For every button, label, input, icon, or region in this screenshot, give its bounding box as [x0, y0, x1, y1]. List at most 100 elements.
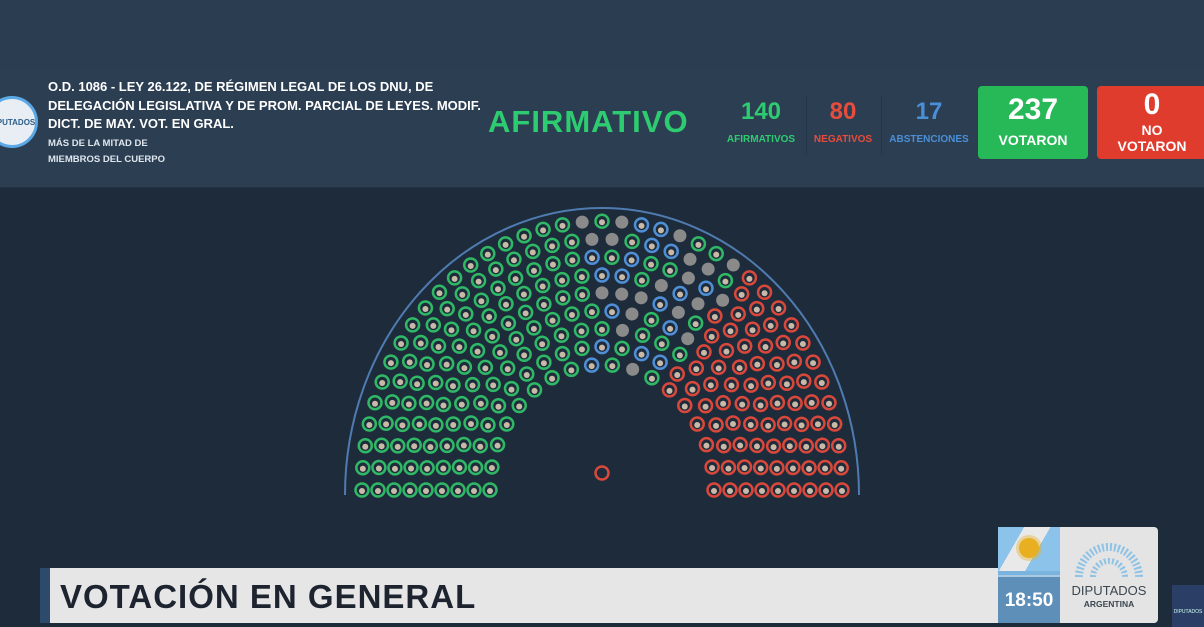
deputy-avatar-icon: [668, 249, 675, 256]
deputy-avatar-icon: [775, 488, 781, 494]
deputy-avatar-icon: [508, 386, 515, 393]
deputy-avatar-icon: [741, 465, 748, 472]
deputy-avatar-icon: [504, 366, 511, 373]
divider: [806, 95, 807, 155]
deputy-avatar-icon: [530, 267, 537, 274]
stat-value: 140: [740, 98, 782, 125]
deputy-avatar-icon: [743, 488, 749, 494]
deputy-avatar-icon: [739, 401, 746, 408]
deputy-avatar-icon: [439, 488, 445, 494]
deputy-avatar-icon: [440, 465, 447, 472]
deputy-avatar-icon: [735, 311, 742, 318]
deputy-avatar-icon: [775, 305, 782, 312]
deputy-avatar-icon: [579, 292, 586, 299]
deputy-avatar-icon: [416, 421, 423, 428]
deputy-avatar-icon: [738, 291, 745, 298]
deputy-avatar-icon: [549, 243, 556, 250]
deputy-avatar-icon: [676, 352, 683, 359]
deputy-avatar-icon: [539, 341, 546, 348]
seat-ausente: [681, 332, 695, 346]
seat-ausente: [701, 262, 715, 276]
deputy-avatar-icon: [720, 400, 727, 407]
deputy-avatar-icon: [513, 336, 520, 343]
deputy-avatar-icon: [619, 346, 626, 353]
stat-label: NO: [1141, 122, 1163, 138]
deputy-avatar-icon: [435, 343, 442, 350]
stat-negativos: 80 NEGATIVOS: [810, 98, 876, 145]
seat-ausente: [595, 286, 609, 300]
deputy-avatar-icon: [728, 382, 735, 389]
banner-label: VOTACIÓN EN GENERAL: [60, 578, 477, 615]
diputados-brand: DIPUTADOS ARGENTINA: [1060, 527, 1158, 623]
deputy-avatar-icon: [695, 241, 702, 248]
deputy-avatar-icon: [456, 465, 463, 472]
seat-ausente: [626, 362, 640, 376]
deputy-avatar-icon: [599, 272, 605, 279]
deputy-avatar-icon: [839, 488, 845, 494]
deputy-avatar-icon: [599, 219, 605, 226]
deputy-avatar-icon: [770, 444, 777, 451]
deputy-avatar-icon: [494, 442, 501, 449]
deputy-avatar-icon: [495, 286, 501, 293]
deputy-avatar-icon: [578, 274, 585, 281]
deputy-avatar-icon: [689, 386, 696, 393]
deputy-avatar-icon: [736, 365, 743, 372]
deputy-avatar-icon: [440, 402, 447, 409]
deputy-avatar-icon: [693, 366, 700, 373]
deputy-avatar-icon: [375, 488, 381, 494]
deputy-avatar-icon: [708, 333, 715, 340]
deputy-avatar-icon: [657, 301, 664, 308]
deputy-avatar-icon: [502, 241, 509, 248]
deputy-avatar-icon: [397, 379, 404, 386]
deputy-avatar-icon: [681, 403, 688, 410]
bill-title: O.D. 1086 - LEY 26.122, DE RÉGIMEN LEGAL…: [48, 79, 481, 131]
sun-icon: [1019, 538, 1039, 558]
deputy-avatar-icon: [409, 322, 416, 329]
deputy-avatar-icon: [490, 382, 497, 389]
deputy-avatar-icon: [422, 305, 429, 312]
deputy-avatar-icon: [359, 465, 366, 472]
deputy-avatar-icon: [405, 401, 412, 408]
deputy-avatar-icon: [835, 443, 842, 450]
deputy-avatar-icon: [767, 322, 774, 329]
deputy-avatar-icon: [588, 309, 595, 316]
deputy-avatar-icon: [666, 387, 673, 394]
top-bar: [0, 0, 1204, 70]
deputy-avatar-icon: [746, 275, 753, 282]
deputy-avatar-icon: [657, 227, 664, 234]
seat-ausente: [671, 305, 685, 319]
deputy-avatar-icon: [495, 403, 502, 410]
deputy-avatar-icon: [512, 276, 519, 283]
deputy-avatar-icon: [484, 422, 491, 429]
deputy-avatar-icon: [530, 325, 537, 332]
deputy-avatar-icon: [638, 222, 645, 229]
deputy-avatar-icon: [469, 382, 476, 389]
deputy-avatar-icon: [703, 442, 710, 449]
deputy-avatar-icon: [807, 488, 813, 494]
seat-ausente: [634, 291, 648, 305]
deputy-avatar-icon: [375, 465, 382, 472]
deputy-avatar-icon: [619, 274, 626, 281]
deputy-avatar-icon: [492, 267, 499, 274]
deputy-avatar-icon: [819, 443, 826, 450]
deputy-avatar-icon: [427, 444, 434, 451]
deputy-avatar-icon: [475, 278, 482, 285]
deputy-avatar-icon: [521, 233, 528, 240]
deputy-avatar-icon: [713, 422, 720, 429]
deputy-avatar-icon: [531, 387, 538, 394]
deputy-avatar-icon: [470, 328, 477, 335]
deputy-avatar-icon: [372, 400, 379, 407]
deputy-avatar-icon: [703, 286, 709, 293]
deputy-avatar-icon: [753, 443, 760, 450]
stat-label: VOTARON: [1117, 138, 1187, 154]
deputy-avatar-icon: [569, 311, 576, 318]
deputy-avatar-icon: [722, 278, 729, 285]
seat-ausente: [575, 215, 589, 229]
deputy-avatar-icon: [477, 400, 484, 407]
deputy-avatar-icon: [558, 333, 565, 340]
deputy-avatar-icon: [383, 421, 390, 428]
seat-presidente: [594, 465, 610, 481]
deputy-avatar-icon: [559, 277, 566, 284]
deputy-avatar-icon: [838, 465, 845, 472]
deputy-avatar-icon: [648, 375, 655, 382]
